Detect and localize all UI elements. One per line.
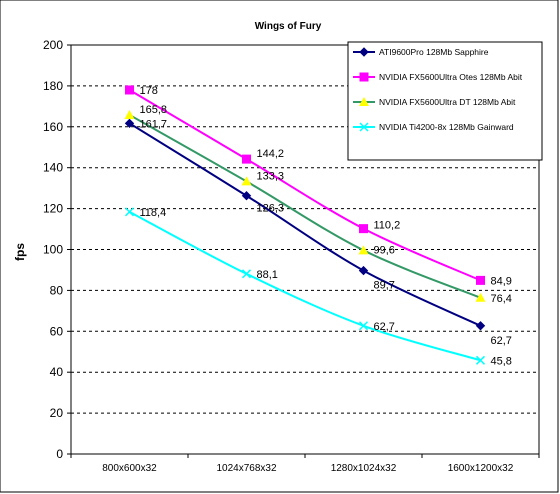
data-point [242,154,251,164]
data-point [124,118,135,129]
data-point [358,265,369,276]
series-line [128,122,481,327]
legend-label: ATI9600Pro 128Mb Sapphire [379,47,489,57]
data-point [124,109,135,119]
series-line [129,210,481,362]
data-label: 144,2 [257,148,285,160]
series-2 [125,85,485,285]
data-label: 99,6 [374,244,395,256]
data-point [359,224,368,234]
y-tick-label: 80 [50,283,64,297]
data-label: 45,8 [491,355,512,367]
series-4 [124,207,486,365]
data-labels: 161,7 126,3 89,7 62,7 178 144,2 110,2 84,9 165,8… [140,85,512,367]
data-label: 126,3 [257,203,285,215]
y-tick-label: 140 [43,161,63,175]
data-point [125,85,134,95]
y-tick-label: 160 [43,120,63,134]
data-label: 62,7 [374,321,395,333]
data-label: 110,2 [374,220,401,232]
x-tick-label: 800x600x32 [102,463,157,474]
legend: ATI9600Pro 128Mb Sapphire NVIDIA FX5600Ul… [347,41,543,161]
data-point [475,292,486,302]
y-axis-ticks: 0 20 40 60 80 100 120 140 160 180 200 [43,38,71,461]
data-label: 161,7 [140,118,168,130]
data-point [241,269,252,279]
chart-title: Wings of Fury [255,21,322,32]
y-tick-label: 120 [43,202,63,216]
y-axis-label: fps [13,243,27,261]
data-point [475,355,486,365]
data-label: 84,9 [491,275,512,287]
data-point [358,321,369,331]
legend-box [347,41,543,161]
y-tick-label: 40 [50,365,64,379]
data-label: 88,1 [257,269,278,281]
series-layer [124,85,486,365]
y-tick-label: 200 [43,38,63,52]
series-1 [124,118,486,331]
data-point [475,321,486,331]
legend-label: NVIDIA FX5600Ultra DT 128Mb Abit [379,97,516,107]
data-point [359,47,369,57]
data-point [359,122,369,132]
y-tick-label: 180 [43,79,63,93]
y-tick-label: 60 [50,324,64,338]
y-tick-label: 20 [50,406,64,420]
series-line [128,89,481,282]
data-label: 89,7 [374,280,395,292]
legend-label: NVIDIA Ti4200-8x 128Mb Gainward [379,122,514,132]
series-line [129,114,481,299]
data-point [241,191,252,201]
data-label: 76,4 [491,293,512,305]
x-axis-ticks: 800x600x32 1024x768x32 1280x1024x32 1600x12… [70,454,540,474]
legend-label: NVIDIA FX5600Ultra Otes 128Mb Abit [379,72,523,82]
x-tick-label: 1600x1200x32 [448,463,514,474]
data-point [359,72,369,82]
data-point [358,245,369,255]
data-point [359,97,369,106]
data-label: 165,8 [140,104,168,116]
data-point [241,176,252,186]
data-point [124,207,135,217]
y-tick-label: 100 [43,243,63,257]
data-label: 118,4 [140,207,167,219]
series-3 [124,109,486,302]
data-label: 62,7 [491,335,512,347]
data-label: 133,3 [257,170,285,182]
y-tick-label: 0 [56,447,63,461]
x-tick-label: 1280x1024x32 [331,463,397,474]
data-label: 178 [140,85,158,97]
data-point [476,275,485,285]
x-tick-label: 1024x768x32 [216,463,276,474]
